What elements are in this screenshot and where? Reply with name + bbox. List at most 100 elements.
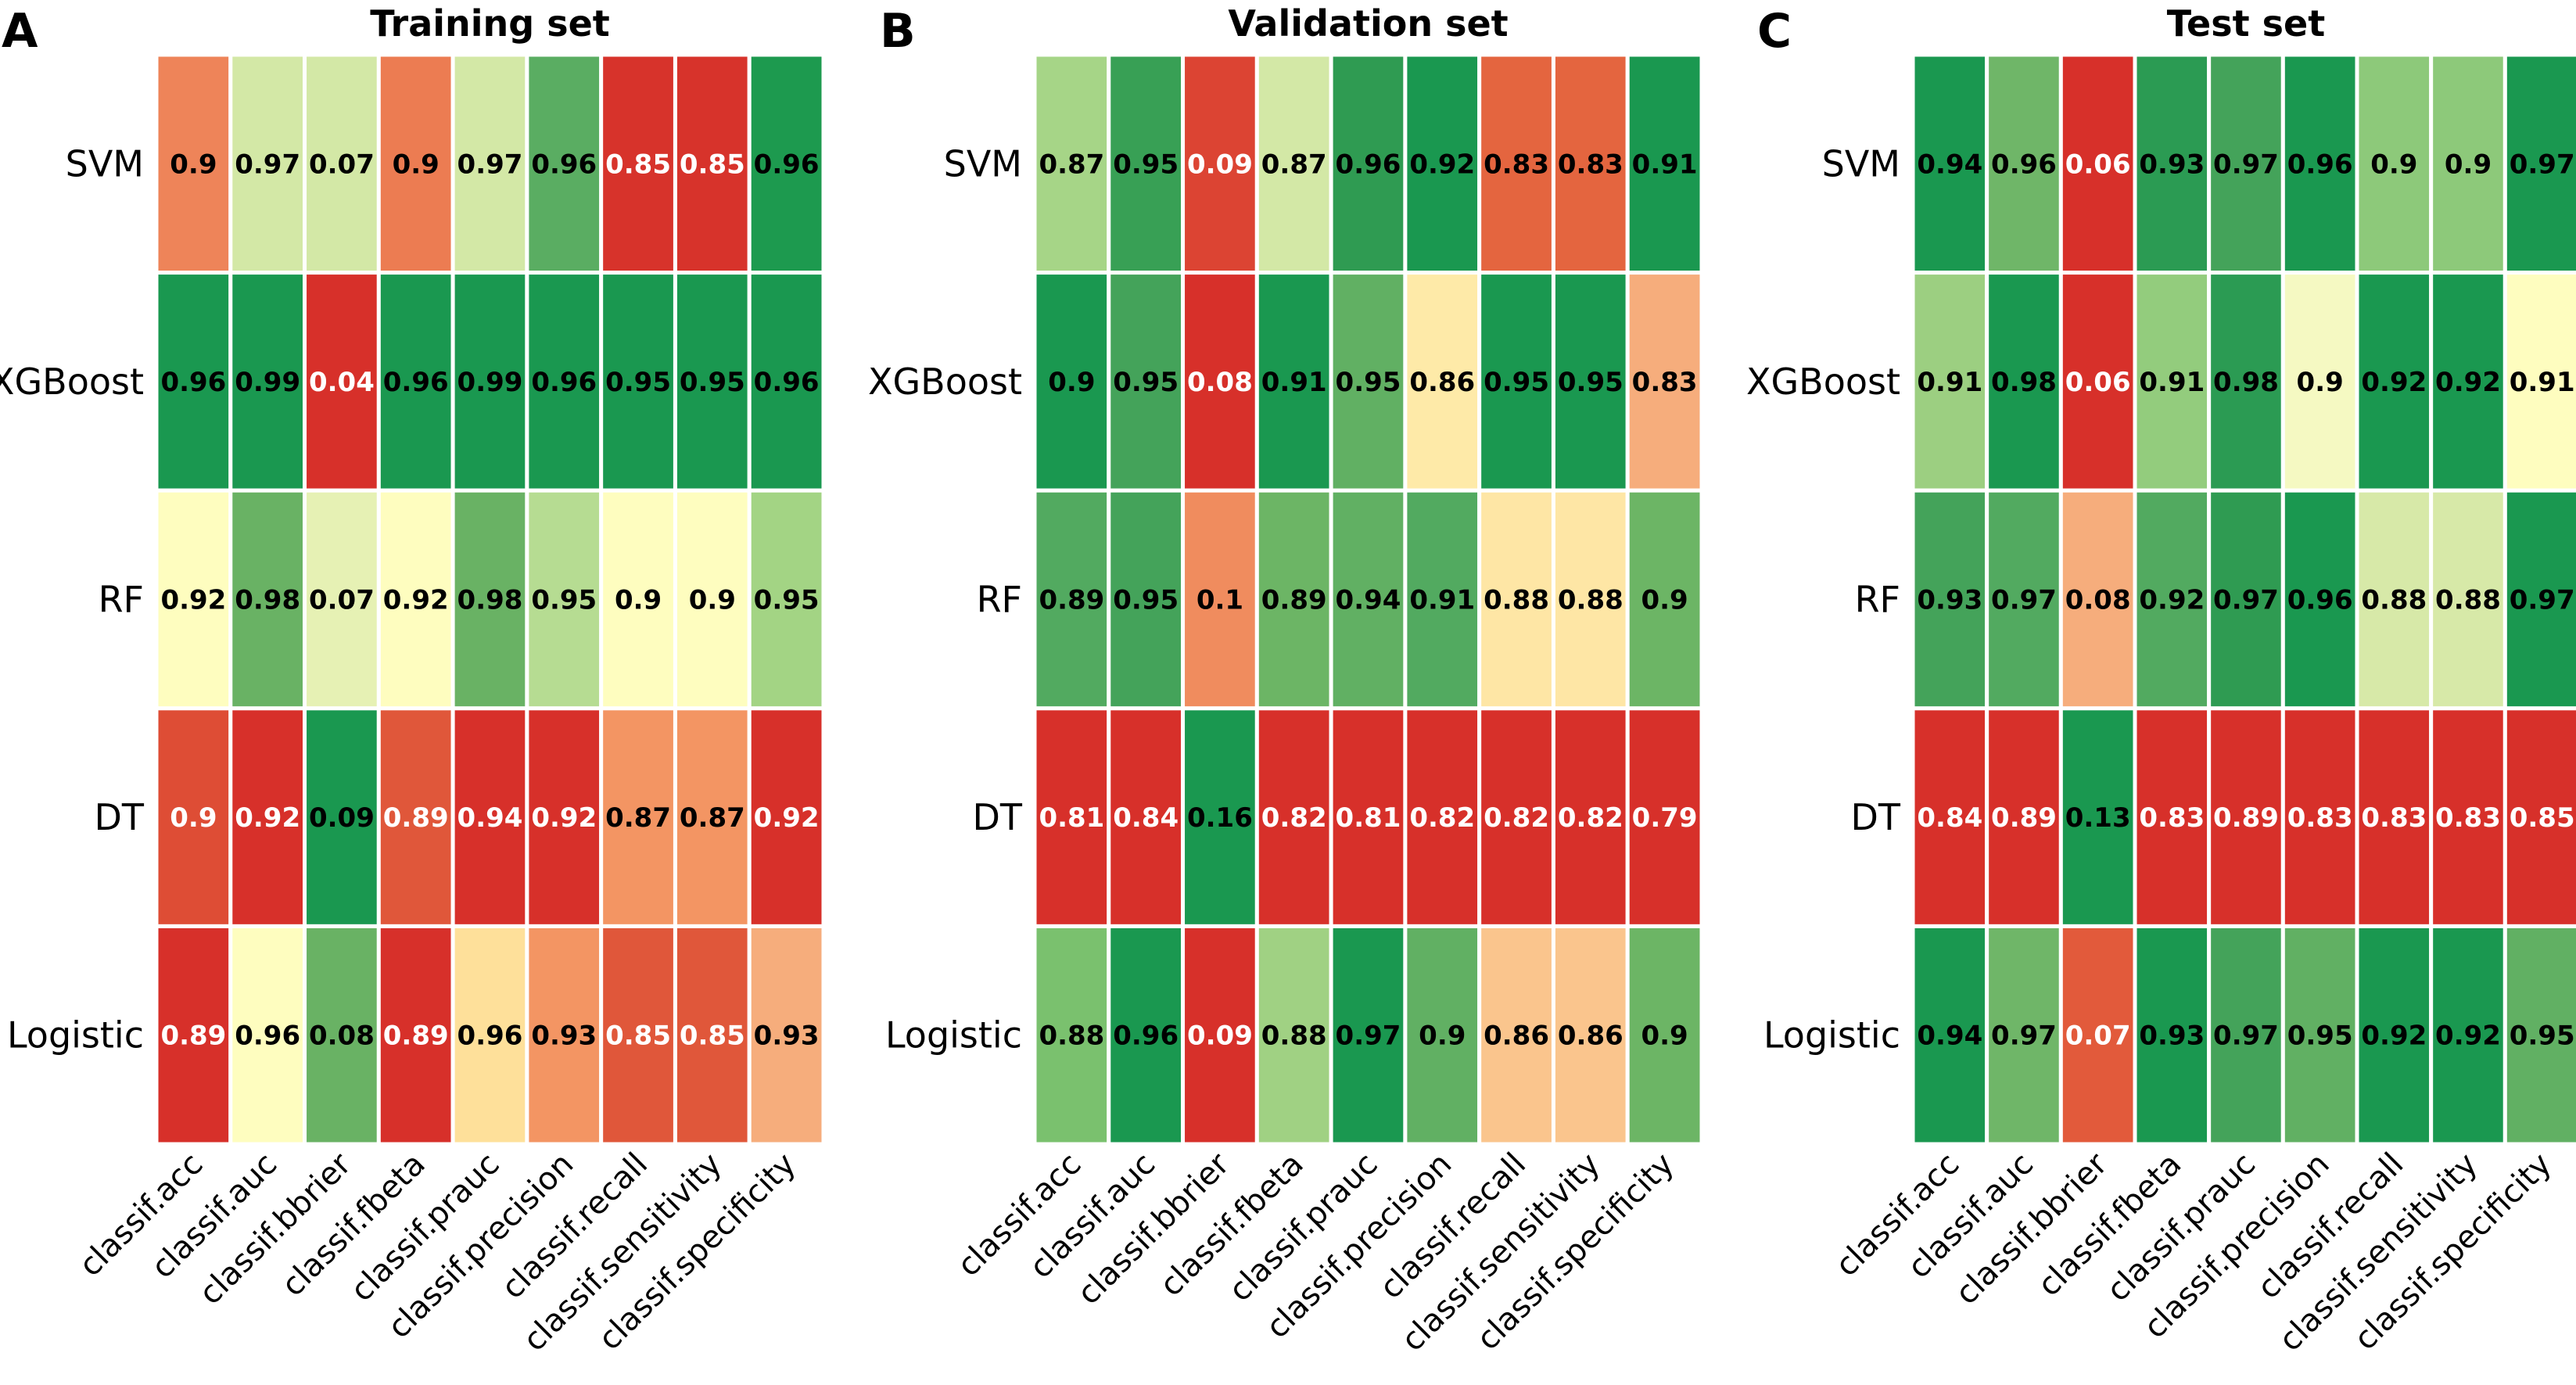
heatmap-cell [673,271,752,493]
row-label: SVM [66,142,144,185]
cell-value-label: 0.91 [1917,367,1982,398]
cell-value-label: 0.97 [2510,149,2575,180]
cell-value-label: 0.98 [1991,367,2057,398]
cell-value-label: 0.91 [1632,149,1698,180]
heatmap-cell [2280,52,2359,275]
cell-value-label: 0.96 [1113,1021,1179,1052]
cell-value-label: 0.88 [1039,1021,1104,1052]
cell-value-label: 0.9 [1641,585,1688,616]
cell-value-label: 0.93 [1917,585,1982,616]
cell-value-label: 0.95 [1113,149,1179,180]
heatmap-cell [2207,924,2285,1146]
cell-value-label: 0.92 [160,585,226,616]
cell-value-label: 0.94 [1917,1021,1982,1052]
cell-value-label: 0.95 [1113,367,1179,398]
cell-value-label: 0.89 [1991,802,2057,834]
cell-value-label: 0.08 [2065,585,2131,616]
cell-value-label: 0.88 [1484,585,1549,616]
cell-value-label: 0.96 [531,367,597,398]
cell-value-label: 0.88 [2361,585,2427,616]
cell-value-label: 0.96 [235,1021,300,1052]
heatmap-cell [2502,924,2576,1146]
cell-value-label: 0.97 [235,149,300,180]
cell-value-label: 0.89 [383,1021,449,1052]
heatmap-cell [1403,488,1482,711]
cell-value-label: 0.85 [680,149,745,180]
cell-value-label: 0.08 [309,1021,375,1052]
cell-value-label: 0.86 [1409,367,1475,398]
heatmap-panel-a: A Training set 0.9 0.97 0.07 0.9 0.97 0.96 0.85 0… [0,2,826,1358]
cell-value-label: 0.93 [2139,149,2205,180]
cell-value-label: 0.94 [1336,585,1401,616]
heatmap-cell [747,271,826,493]
heatmap-cell [376,706,455,928]
heatmap-cell [1107,706,1186,928]
heatmap-cell [2502,271,2576,493]
cell-value-label: 0.81 [1336,802,1401,834]
cell-value-label: 0.83 [1484,149,1549,180]
cell-value-label: 0.95 [1113,585,1179,616]
cell-value-label: 0.95 [754,585,820,616]
heatmap-cell [1551,924,1630,1146]
heatmap-cell [673,52,752,275]
cell-value-label: 0.96 [2287,585,2353,616]
cell-value-label: 0.87 [680,802,745,834]
cell-value-label: 0.92 [2361,367,2427,398]
heatmap-cell [154,271,233,493]
heatmap-cell [1181,271,1259,493]
row-label: XGBoost [1746,361,1900,403]
heatmap-cell [450,271,529,493]
cell-value-label: 0.83 [1632,367,1698,398]
heatmap-cell [747,488,826,711]
heatmap-cell [376,924,455,1146]
cell-value-label: 0.9 [689,585,736,616]
heatmap-cell [1477,271,1555,493]
heatmap-cell [303,271,381,493]
cell-value-label: 0.09 [309,802,375,834]
cell-value-label: 0.9 [2297,367,2344,398]
heatmap-cell [2280,706,2359,928]
cell-value-label: 0.07 [2065,1021,2131,1052]
heatmap-cell [228,924,307,1146]
cell-value-label: 0.85 [2510,802,2575,834]
heatmap-cell [1181,924,1259,1146]
row-label: SVM [944,142,1022,185]
cell-value-label: 0.9 [1048,367,1095,398]
cell-value-label: 0.83 [2287,802,2353,834]
cell-value-label: 0.95 [2510,1021,2575,1052]
row-label: SVM [1822,142,1900,185]
cell-value-label: 0.87 [605,802,671,834]
cell-value-label: 0.97 [2510,585,2575,616]
row-label: DT [972,796,1022,838]
cell-value-label: 0.09 [1187,149,1253,180]
cell-value-label: 0.98 [2213,367,2279,398]
heatmap-cell [303,488,381,711]
cell-value-label: 0.9 [615,585,662,616]
cell-value-label: 0.92 [2435,1021,2501,1052]
cell-value-label: 0.84 [1917,802,1982,834]
cell-value-label: 0.08 [1187,367,1253,398]
cell-value-label: 0.79 [1632,802,1698,834]
cell-value-label: 0.97 [2213,1021,2279,1052]
cell-value-label: 0.91 [2139,367,2205,398]
heatmap-cell [2133,706,2212,928]
heatmap-cell [376,488,455,711]
row-label: Logistic [7,1014,144,1057]
heatmap-cell [1403,924,1482,1146]
heatmap-cell [154,52,233,275]
heatmap-cell [1107,924,1186,1146]
heatmap-cell [1625,271,1704,493]
cell-value-label: 0.92 [2435,367,2501,398]
heatmap-cell [2280,924,2359,1146]
cell-value-label: 0.92 [235,802,300,834]
cell-value-label: 0.85 [605,149,671,180]
cell-value-label: 0.83 [2361,802,2427,834]
cell-value-label: 0.96 [754,367,820,398]
cell-value-label: 0.88 [1261,1021,1327,1052]
cell-value-label: 0.92 [754,802,820,834]
cell-value-label: 0.96 [754,149,820,180]
heatmap-cell [1032,52,1111,275]
cell-value-label: 0.9 [2445,149,2492,180]
heatmap-cell [1910,924,1989,1146]
